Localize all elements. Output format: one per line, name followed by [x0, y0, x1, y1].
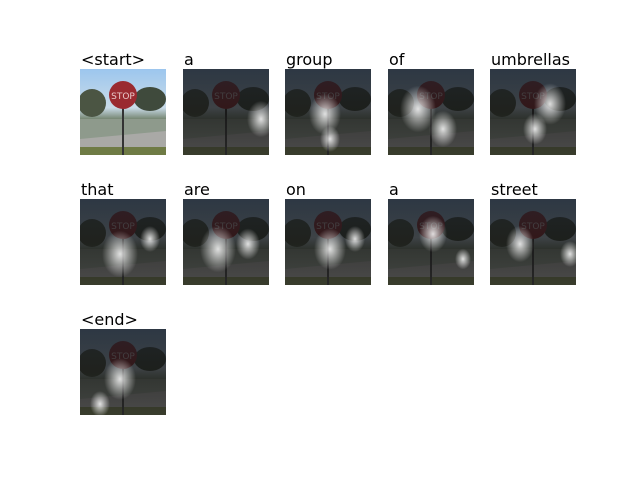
word-label: a: [389, 180, 399, 199]
label-background: [489, 50, 574, 69]
attention-tile: on: [284, 180, 371, 285]
word-label: umbrellas: [491, 50, 570, 69]
label-background: [79, 50, 150, 69]
label-background: [79, 180, 118, 199]
attention-blob: [506, 225, 534, 263]
word-label: <end>: [81, 310, 138, 329]
label-background: [387, 180, 403, 199]
word-label: <start>: [81, 50, 145, 69]
label-background: [489, 180, 542, 199]
word-label: of: [389, 50, 405, 69]
attention-tile: a: [387, 180, 474, 285]
attention-blob: [345, 226, 365, 252]
attention-blob: [523, 113, 547, 145]
attention-blob: [400, 85, 436, 133]
attention-blob: [200, 225, 236, 273]
word-label: group: [286, 50, 332, 69]
word-label: on: [286, 180, 306, 199]
word-label: a: [184, 50, 194, 69]
label-background: [182, 180, 214, 199]
attention-blob: [320, 126, 340, 152]
word-label: are: [184, 180, 210, 199]
word-label: street: [491, 180, 538, 199]
attention-blob: [309, 93, 341, 135]
label-background: [284, 180, 310, 199]
attention-blob: [104, 358, 136, 400]
attention-blob: [314, 228, 346, 270]
label-background: [182, 50, 198, 69]
attention-blob: [455, 248, 471, 270]
attention-blob: [140, 226, 160, 252]
attention-tile: of: [387, 50, 474, 155]
attention-blob: [560, 241, 580, 267]
attention-blob: [429, 110, 457, 148]
word-label: that: [81, 180, 114, 199]
label-background: [284, 50, 337, 69]
attention-blob: [534, 83, 566, 125]
attention-blob: [247, 100, 275, 138]
attention-blob: [419, 215, 447, 253]
attention-tile: that: [79, 180, 166, 285]
tile-grid: <start> a group of umbrellas that are on a street…: [79, 50, 580, 417]
attention-tile: group: [284, 50, 371, 155]
attention-tile: street: [489, 180, 580, 285]
attention-tile: umbrellas: [489, 50, 576, 155]
attention-blob: [90, 391, 110, 417]
attention-blob: [102, 230, 138, 278]
label-background: [387, 50, 409, 69]
attention-tile: <end>: [79, 310, 166, 417]
attention-tile: <start>: [79, 50, 166, 155]
attention-tile: are: [182, 180, 269, 285]
attention-blob: [236, 228, 260, 260]
image: [80, 69, 166, 155]
label-background: [79, 310, 142, 329]
attention-tile: a: [182, 50, 275, 155]
